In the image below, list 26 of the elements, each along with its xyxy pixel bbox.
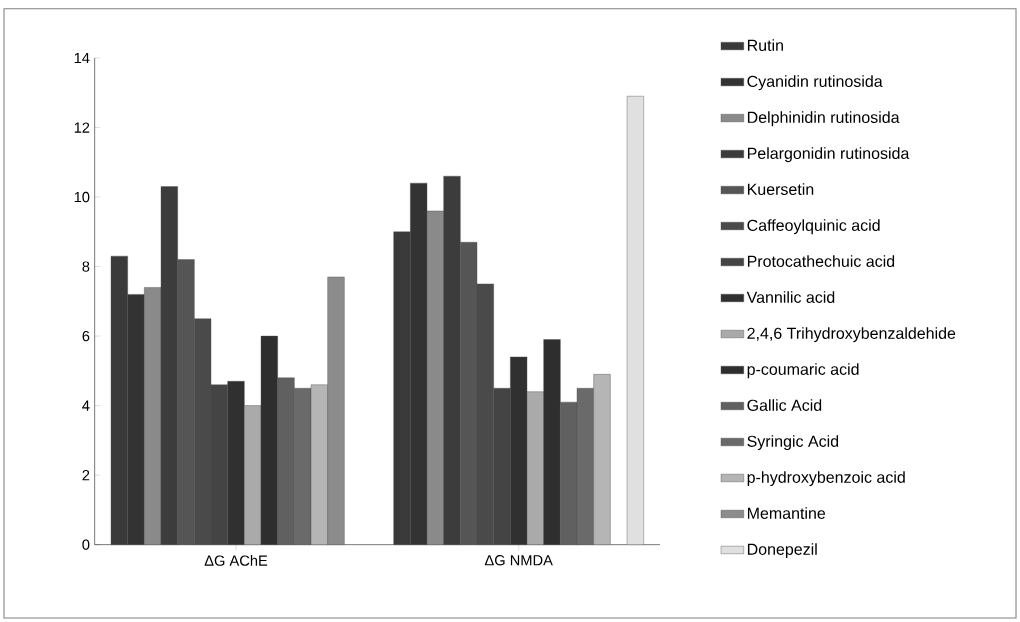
legend-label: Delphinidin rutinosida [747, 111, 900, 127]
y-tick-label: 2 [82, 470, 90, 481]
x-tick-label: ΔG NMDA [484, 555, 553, 566]
legend-label: Protocathechuic acid [747, 255, 895, 267]
legend-label: p-coumaric acid [747, 363, 859, 379]
y-tick-label: 14 [74, 52, 90, 64]
legend-label: Memantine [747, 507, 826, 519]
legend-label: Donepezil [747, 543, 817, 559]
y-tick-label: 4 [82, 400, 90, 411]
y-tick-label: 12 [74, 122, 90, 133]
x-tick-label: ΔG AChE [204, 555, 268, 566]
legend-label: 2,4,6 Trihydroxybenzaldehide [747, 327, 956, 343]
legend-label: Rutin [747, 39, 783, 52]
y-tick-label: 0 [82, 539, 90, 550]
legend-label: Syringic Acid [747, 435, 839, 451]
legend-label: Kuersetin [747, 183, 814, 195]
legend-label: Pelargonidin rutinosida [747, 147, 910, 163]
y-tick-label: 8 [82, 261, 90, 272]
y-tick-label: 10 [74, 191, 90, 203]
legend-label: p-hydroxybenzoic acid [747, 471, 905, 487]
legend-label: Gallic Acid [747, 399, 822, 411]
legend-label: Caffeoylquinic acid [747, 219, 880, 235]
bar [626, 96, 644, 545]
y-tick-label: 6 [82, 330, 90, 342]
legend-label: Cyanidin rutinosida [747, 75, 883, 91]
legend-label: Vannilic acid [746, 291, 835, 303]
